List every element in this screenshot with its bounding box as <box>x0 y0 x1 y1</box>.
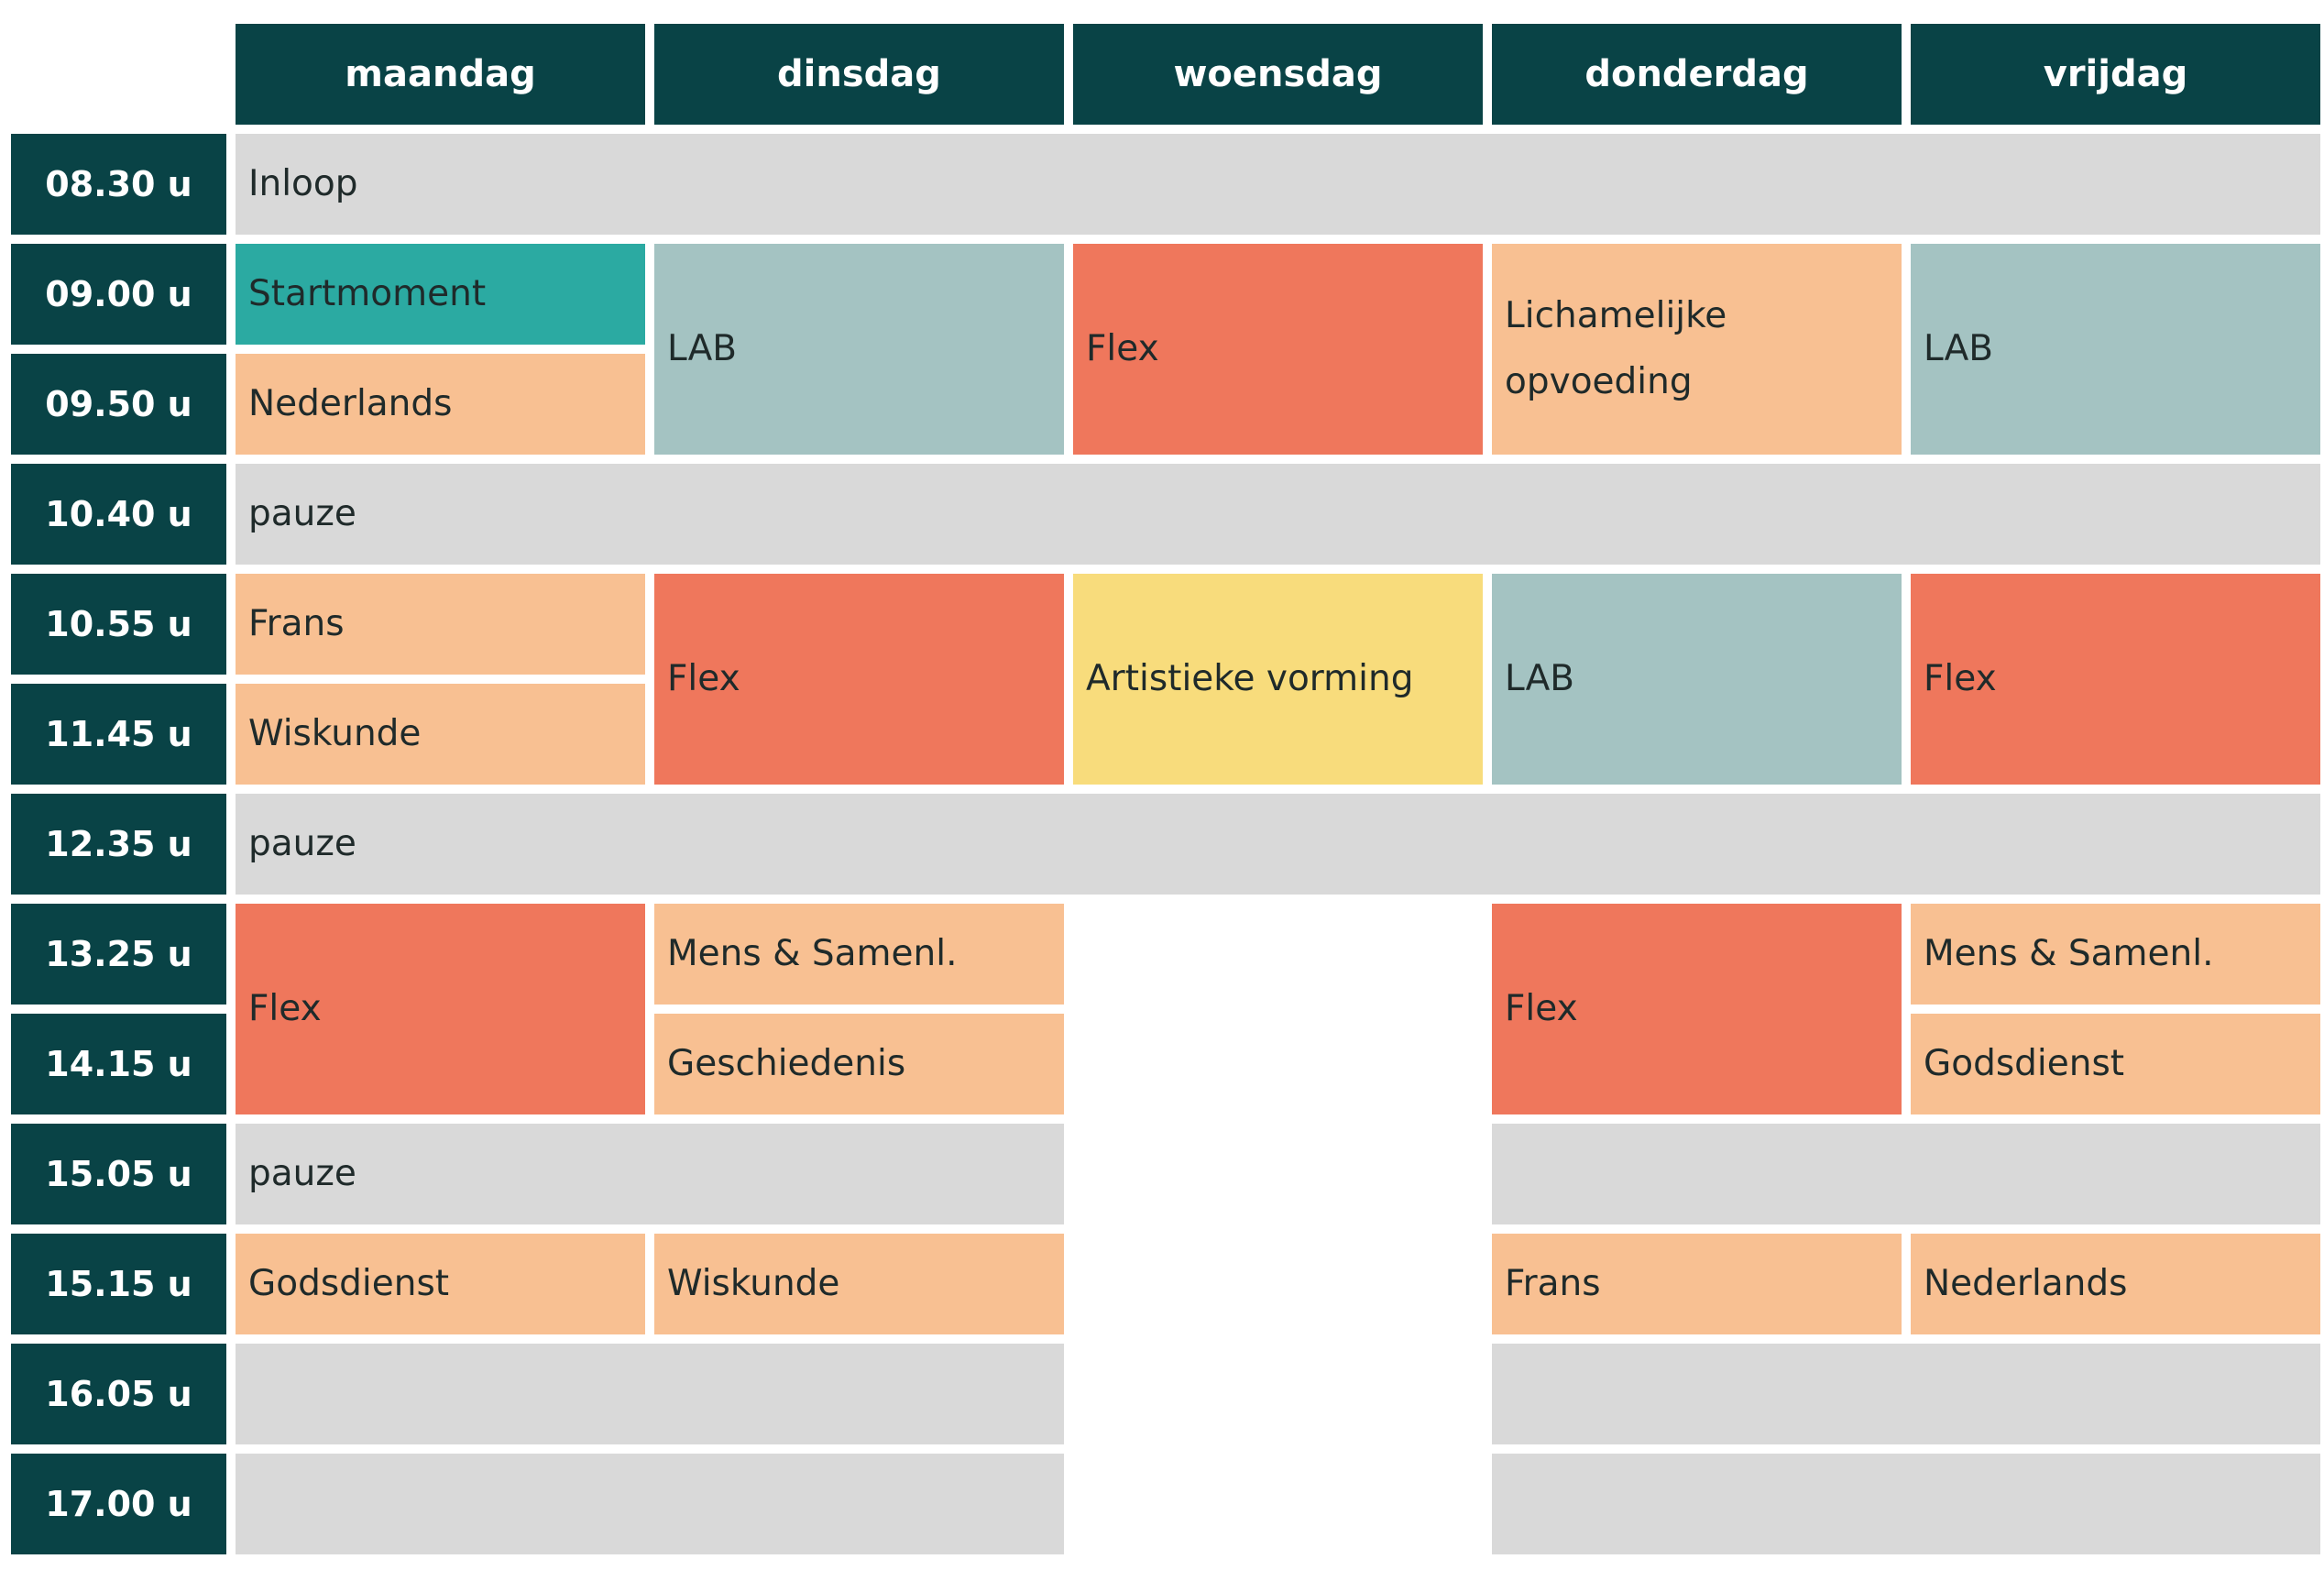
slot-frans: Frans <box>236 574 645 675</box>
time-label: 12.35 u <box>11 794 226 895</box>
time-label: 17.00 u <box>11 1454 226 1554</box>
header-thursday: donderdag <box>1492 24 1902 125</box>
time-label: 16.05 u <box>11 1344 226 1444</box>
slot-flex: Flex <box>1492 904 1902 1114</box>
slot-nederlands: Nederlands <box>1911 1234 2320 1334</box>
slot-empty <box>1492 1454 2320 1554</box>
slot-frans: Frans <box>1492 1234 1902 1334</box>
slot-pauze: pauze <box>236 794 2320 895</box>
time-label: 09.50 u <box>11 354 226 455</box>
time-label: 15.05 u <box>11 1124 226 1224</box>
slot-flex: Flex <box>1911 574 2320 785</box>
slot-empty <box>1492 1124 2320 1224</box>
slot-mens-samenleving: Mens & Samenl. <box>654 904 1064 1005</box>
slot-pauze: pauze <box>236 464 2320 565</box>
time-label: 08.30 u <box>11 134 226 235</box>
slot-lab: LAB <box>1911 244 2320 455</box>
slot-wiskunde: Wiskunde <box>236 684 645 785</box>
slot-empty <box>236 1344 1064 1444</box>
time-label: 11.45 u <box>11 684 226 785</box>
slot-wiskunde: Wiskunde <box>654 1234 1064 1334</box>
slot-artistieke-vorming: Artistieke vorming <box>1073 574 1483 785</box>
slot-empty <box>236 1454 1064 1554</box>
slot-mens-samenleving: Mens & Samenl. <box>1911 904 2320 1005</box>
slot-godsdienst: Godsdienst <box>236 1234 645 1334</box>
time-label: 14.15 u <box>11 1014 226 1114</box>
slot-lichamelijke-opvoeding: Lichamelijke opvoeding <box>1492 244 1902 455</box>
header-wednesday: woensdag <box>1073 24 1483 125</box>
header-friday: vrijdag <box>1911 24 2320 125</box>
timetable-grid: maandag dinsdag woensdag donderdag vrijd… <box>11 24 2320 1554</box>
slot-flex: Flex <box>654 574 1064 785</box>
slot-godsdienst: Godsdienst <box>1911 1014 2320 1114</box>
slot-inloop: Inloop <box>236 134 2320 235</box>
slot-nederlands: Nederlands <box>236 354 645 455</box>
time-label: 10.40 u <box>11 464 226 565</box>
time-label: 10.55 u <box>11 574 226 675</box>
slot-lab: LAB <box>654 244 1064 455</box>
slot-flex: Flex <box>236 904 645 1114</box>
slot-startmoment: Startmoment <box>236 244 645 345</box>
slot-flex: Flex <box>1073 244 1483 455</box>
time-label: 09.00 u <box>11 244 226 345</box>
header-monday: maandag <box>236 24 645 125</box>
header-tuesday: dinsdag <box>654 24 1064 125</box>
time-label: 15.15 u <box>11 1234 226 1334</box>
time-label: 13.25 u <box>11 904 226 1005</box>
slot-geschiedenis: Geschiedenis <box>654 1014 1064 1114</box>
slot-empty <box>1492 1344 2320 1444</box>
slot-lab: LAB <box>1492 574 1902 785</box>
slot-pauze: pauze <box>236 1124 1064 1224</box>
